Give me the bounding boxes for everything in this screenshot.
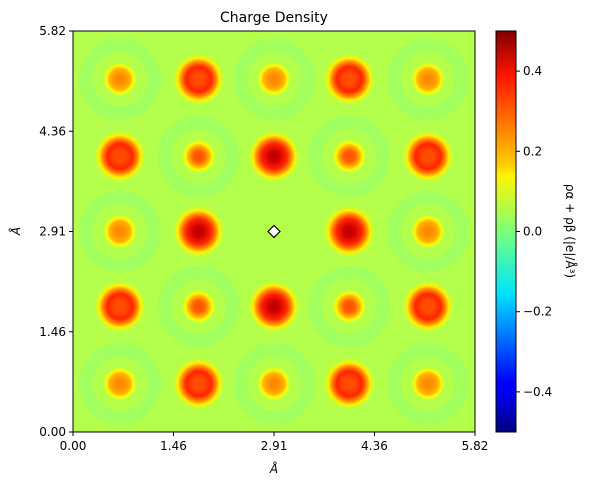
charge-halo bbox=[308, 265, 391, 348]
charge-halo bbox=[78, 38, 161, 121]
center-marker bbox=[267, 224, 281, 239]
charge-halo bbox=[233, 342, 315, 425]
charge-blob bbox=[168, 201, 229, 262]
y-tick-label: 4.36 bbox=[39, 124, 66, 138]
x-tick-label: 2.91 bbox=[261, 439, 288, 453]
y-axis-label: Å bbox=[8, 227, 23, 236]
charge-blob bbox=[100, 212, 139, 251]
charge-blob bbox=[244, 126, 304, 187]
charge-blob bbox=[179, 287, 218, 326]
x-tick-label: 1.46 bbox=[160, 439, 187, 453]
colorbar-label: ρα + ρβ (|e|/Å³) bbox=[563, 184, 578, 278]
charge-blob bbox=[179, 137, 218, 176]
charge-halo bbox=[387, 38, 470, 121]
x-tick-label: 4.36 bbox=[361, 439, 388, 453]
charge-blobs bbox=[78, 38, 470, 425]
charge-halo bbox=[308, 115, 391, 198]
charge-blob bbox=[398, 276, 459, 337]
charge-halo bbox=[387, 342, 470, 425]
heatmap-plot-area bbox=[73, 31, 475, 432]
colorbar-tick-label: 0.0 bbox=[523, 225, 542, 239]
y-tick-label: 2.91 bbox=[39, 225, 66, 239]
charge-blob bbox=[100, 60, 139, 99]
y-tick-label: 5.82 bbox=[39, 24, 66, 38]
y-axis-ticks: 0.00 1.46 2.91 4.36 5.82 bbox=[39, 24, 73, 439]
colorbar-gradient bbox=[495, 30, 517, 433]
x-axis-ticks: 0.00 1.46 2.91 4.36 5.82 bbox=[60, 432, 489, 453]
charge-blob bbox=[255, 364, 293, 403]
charge-halo bbox=[233, 38, 315, 121]
colorbar-ticks: −0.4 −0.2 0.0 0.2 0.4 bbox=[516, 64, 552, 399]
colorbar: −0.4 −0.2 0.0 0.2 0.4 ρα + ρβ (|e|/Å³) bbox=[495, 30, 578, 433]
y-tick-label: 0.00 bbox=[39, 425, 66, 439]
charge-halo bbox=[157, 115, 240, 198]
chart-title: Charge Density bbox=[220, 10, 328, 26]
x-axis-label: Å bbox=[269, 461, 278, 476]
y-tick-label: 1.46 bbox=[39, 325, 66, 339]
charge-blob bbox=[330, 287, 369, 326]
charge-halo bbox=[157, 265, 240, 348]
charge-blob bbox=[100, 364, 139, 403]
colorbar-tick-label: −0.2 bbox=[523, 305, 552, 319]
charge-blob bbox=[319, 353, 380, 414]
charge-blob bbox=[168, 49, 229, 110]
charge-halo bbox=[78, 342, 161, 425]
x-tick-label: 0.00 bbox=[60, 439, 87, 453]
charge-blob bbox=[409, 364, 448, 403]
colorbar-tick-label: 0.2 bbox=[523, 144, 542, 158]
charge-blob bbox=[244, 276, 304, 337]
charge-blob bbox=[89, 126, 150, 187]
charge-blob bbox=[255, 60, 293, 99]
charge-blob bbox=[319, 201, 380, 262]
charge-blob bbox=[89, 276, 150, 337]
charge-blob bbox=[398, 126, 459, 187]
charge-halo bbox=[78, 190, 161, 273]
charge-blob bbox=[319, 49, 380, 110]
colorbar-tick-label: −0.4 bbox=[523, 385, 552, 399]
charge-blob bbox=[409, 60, 448, 99]
charge-blob bbox=[330, 137, 369, 176]
x-tick-label: 5.82 bbox=[462, 439, 489, 453]
charge-halo bbox=[387, 190, 470, 273]
colorbar-tick-label: 0.4 bbox=[523, 64, 542, 78]
charge-blob bbox=[409, 212, 448, 251]
charge-blob bbox=[168, 353, 229, 414]
